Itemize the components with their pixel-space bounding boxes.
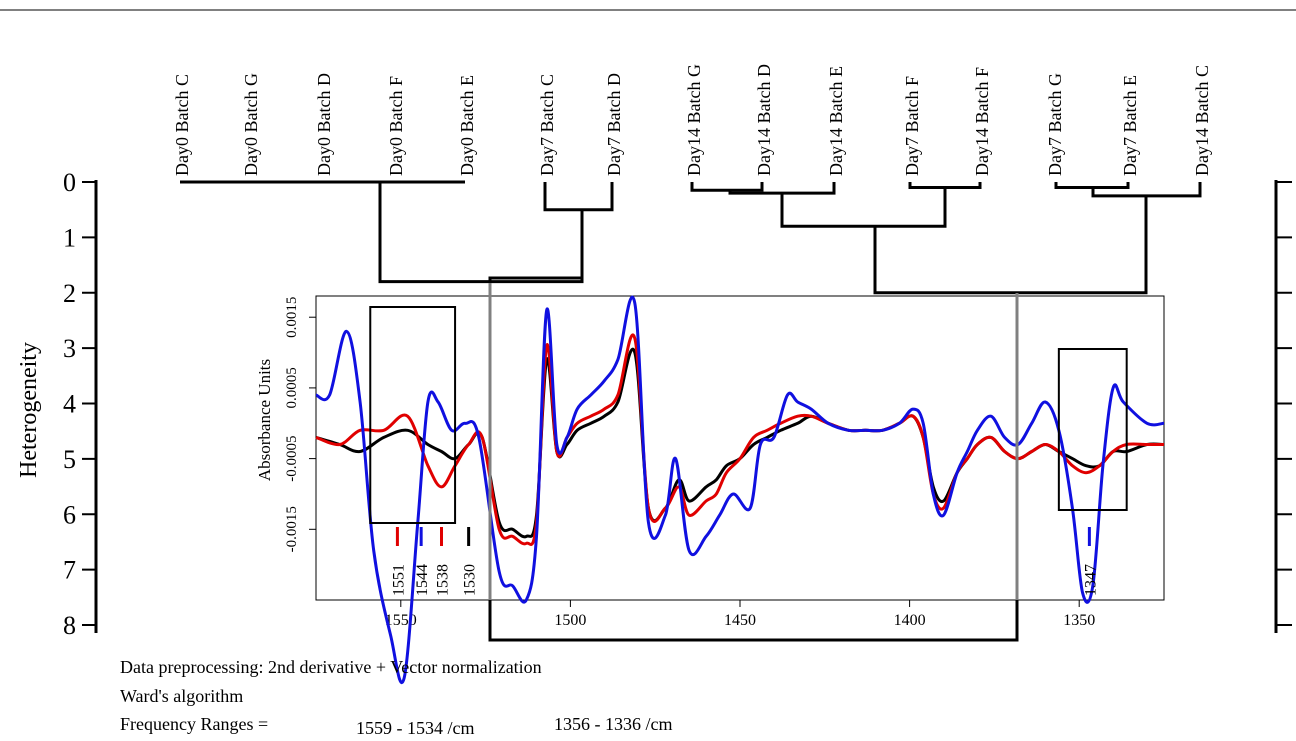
- notes: Data preprocessing: 2nd derivative + Vec…: [120, 657, 673, 738]
- dendro-link: [873, 195, 1148, 295]
- leaf-label: Day14 Batch D: [754, 64, 774, 176]
- note-algorithm: Ward's algorithm: [120, 686, 243, 706]
- dendro-ticks: 0 1 2 3 4 5 6 7 8: [63, 168, 1292, 640]
- dendro-link: [378, 182, 584, 284]
- dendro-link: [1054, 182, 1130, 190]
- inset-y-ticks: -0.0015 -0.0005 0.0005 0.0015: [284, 297, 316, 552]
- inset-x-ticks: 1550 1500 1450 1400 1350: [385, 600, 1095, 629]
- inset-x-tick-label: 1400: [894, 612, 926, 629]
- peak-label: 1530: [462, 564, 479, 596]
- peak-label: 1347: [1082, 564, 1099, 596]
- y-tick-label: 1: [63, 223, 76, 252]
- leaf-label: Day7 Batch D: [604, 73, 624, 176]
- leaf-label: Day14 Batch E: [826, 66, 846, 176]
- peak-label: 1551: [390, 564, 407, 596]
- dendro-links: [180, 180, 1202, 295]
- inset-x-tick-label: 1350: [1063, 612, 1095, 629]
- dendro-link: [780, 187, 947, 228]
- leaf-label: Day7 Batch G: [1045, 73, 1065, 176]
- leaf-label: Day0 Batch F: [386, 76, 406, 176]
- leaf-label: Day7 Batch C: [537, 74, 557, 176]
- y-axis-label: Heterogeneity: [16, 342, 42, 478]
- peak-label: 1544: [414, 564, 431, 596]
- range-box: [1057, 348, 1128, 511]
- leaf-label: Day0 Batch C: [172, 74, 192, 176]
- leaf-label: Day0 Batch G: [241, 73, 261, 176]
- note-freq-label: Frequency Ranges =: [120, 714, 268, 734]
- gray-bracket: [488, 283, 1019, 642]
- leaf-label: Day14 Batch G: [684, 64, 704, 176]
- y-tick-label: 5: [63, 445, 76, 474]
- inset-markers: 1551 1544 1538 1530 1347: [390, 527, 1099, 596]
- inset-frame: [315, 295, 1165, 601]
- note-freq-range-1: 1559 - 1534 /cm: [356, 718, 475, 738]
- leaf-label: Day7 Batch E: [1120, 75, 1140, 176]
- leaf-label: Day0 Batch D: [314, 73, 334, 176]
- dendro-link: [690, 182, 764, 192]
- spectrum-line-3: [315, 295, 1165, 685]
- inset-x-tick-label: 1450: [724, 612, 756, 629]
- inset-y-tick-label: -0.0015: [284, 506, 300, 552]
- inset-y-axis-label: Absorbance Units: [255, 359, 274, 481]
- inset-y-tick-label: 0.0005: [284, 367, 300, 408]
- y-tick-label: 3: [63, 334, 76, 363]
- dendro-leaves: Day0 Batch C Day0 Batch G Day0 Batch D Day0…: [172, 64, 1212, 176]
- y-tick-label: 2: [63, 279, 76, 308]
- leaf-label: Day7 Batch F: [902, 76, 922, 176]
- peak-label: 1538: [435, 564, 452, 596]
- leaf-label: Day14 Batch F: [972, 67, 992, 176]
- inset-y-tick-label: -0.0005: [284, 435, 300, 481]
- note-freq-range-2: 1356 - 1336 /cm: [554, 714, 673, 734]
- dendro-link: [908, 182, 982, 190]
- spectrum-inset: Absorbance Units -0.0015 -0.0005 0.0005 0.0…: [255, 295, 1165, 685]
- y-tick-label: 0: [63, 168, 76, 197]
- black-bracket-bottom: [488, 600, 1019, 642]
- inset-x-tick-label: 1500: [554, 612, 586, 629]
- dendro-link: [488, 276, 582, 283]
- note-preprocessing: Data preprocessing: 2nd derivative + Vec…: [120, 657, 542, 677]
- inset-y-tick-label: 0.0015: [284, 297, 300, 338]
- leaf-label: Day0 Batch E: [457, 75, 477, 176]
- y-tick-label: 7: [63, 556, 76, 585]
- y-tick-label: 8: [63, 611, 76, 640]
- range-box: [369, 306, 457, 524]
- leaf-label: Day14 Batch C: [1192, 65, 1212, 176]
- y-tick-label: 6: [63, 500, 76, 529]
- y-tick-label: 4: [63, 390, 76, 419]
- inset-boxes: [369, 306, 1128, 524]
- dendro-link: [543, 182, 614, 212]
